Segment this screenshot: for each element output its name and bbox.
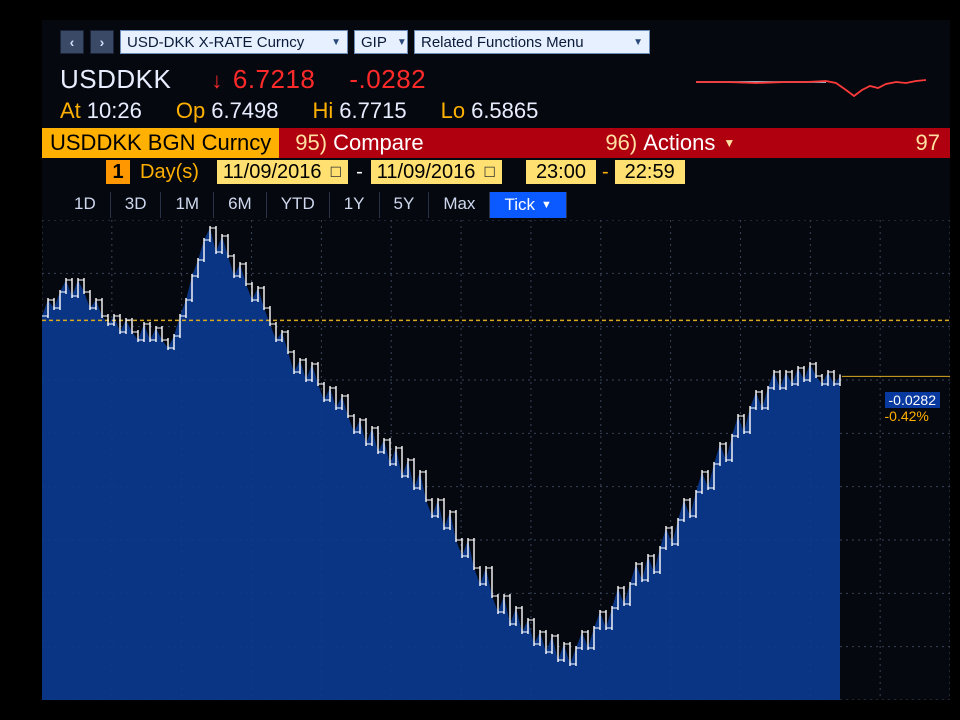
timeframe-1y[interactable]: 1Y xyxy=(330,192,380,218)
price-change: -.0282 xyxy=(349,64,426,95)
last-price: ↓ 6.7218 -.0282 xyxy=(211,64,426,95)
high-value: 6.7715 xyxy=(339,98,406,123)
time-separator: - xyxy=(602,161,609,184)
timeframe-tick[interactable]: Tick▼ xyxy=(490,192,566,218)
last-pct-value: -0.42% xyxy=(885,408,940,424)
ohlc-row: At10:26 Op6.7498 Hi6.7715 Lo6.5865 xyxy=(60,98,538,124)
calendar-icon: ☐ xyxy=(483,164,496,181)
low-label: Lo xyxy=(441,98,465,123)
mini-sparkline xyxy=(696,70,926,100)
related-functions-dropdown[interactable]: Related Functions Menu ▼ xyxy=(414,30,650,54)
low-value: 6.5865 xyxy=(471,98,538,123)
security-dropdown-label: USD-DKK X-RATE Curncy xyxy=(127,34,304,51)
compare-tab[interactable]: 95) Compare xyxy=(279,128,589,158)
actions-label: Actions xyxy=(643,130,715,156)
terminal-screen: ‹ › USD-DKK X-RATE Curncy ▼ GIP ▼ Relate… xyxy=(42,20,950,700)
time-from-input[interactable]: 23:00 xyxy=(526,160,596,184)
timeframe-ytd[interactable]: YTD xyxy=(267,192,330,218)
extra-hotkey: 97 xyxy=(916,130,940,156)
actions-hotkey: 96) xyxy=(605,130,637,156)
time-from-value: 23:00 xyxy=(536,161,586,184)
last-price-label: -0.0282 -0.42% xyxy=(885,392,940,424)
open-value: 6.7498 xyxy=(211,98,278,123)
quote-row: USDDKK ↓ 6.7218 -.0282 xyxy=(60,64,426,95)
nav-row: ‹ › USD-DKK X-RATE Curncy ▼ GIP ▼ Relate… xyxy=(60,28,650,56)
time-to-value: 22:59 xyxy=(625,161,675,184)
timeframe-3d[interactable]: 3D xyxy=(111,192,162,218)
function-tab-row: USDDKK BGN Curncy 95) Compare 96) Action… xyxy=(42,128,950,158)
chevron-down-icon: ▼ xyxy=(723,136,735,150)
range-separator: - xyxy=(356,161,363,184)
timeframe-tabs: 1D3D1M6MYTD1Y5YMaxTick▼ xyxy=(60,192,567,218)
last-change-value: -0.0282 xyxy=(885,392,940,408)
price-chart[interactable] xyxy=(42,220,950,700)
chevron-down-icon: ▼ xyxy=(633,37,643,48)
timeframe-1m[interactable]: 1M xyxy=(161,192,214,218)
function-dropdown-label: GIP xyxy=(361,34,387,51)
chevron-down-icon: ▼ xyxy=(331,37,341,48)
actions-tab[interactable]: 96) Actions ▼ xyxy=(589,128,899,158)
compare-label: Compare xyxy=(333,130,423,156)
time-to-input[interactable]: 22:59 xyxy=(615,160,685,184)
security-tab[interactable]: USDDKK BGN Curncy xyxy=(42,128,279,158)
timeframe-6m[interactable]: 6M xyxy=(214,192,267,218)
timeframe-max[interactable]: Max xyxy=(429,192,490,218)
range-units: Day(s) xyxy=(140,161,199,184)
date-from-value: 11/09/2016 xyxy=(223,161,322,184)
forward-button[interactable]: › xyxy=(90,30,114,54)
date-from-input[interactable]: 11/09/2016 ☐ xyxy=(217,160,348,184)
high-label: Hi xyxy=(313,98,334,123)
security-dropdown[interactable]: USD-DKK X-RATE Curncy ▼ xyxy=(120,30,348,54)
down-arrow-icon: ↓ xyxy=(211,68,223,94)
compare-hotkey: 95) xyxy=(295,130,327,156)
open-label: Op xyxy=(176,98,205,123)
calendar-icon: ☐ xyxy=(330,164,343,181)
related-functions-label: Related Functions Menu xyxy=(421,34,584,51)
security-tab-label: USDDKK BGN Curncy xyxy=(50,130,271,156)
extra-tab[interactable]: 97 xyxy=(900,128,950,158)
at-label: At xyxy=(60,98,81,123)
date-range-row: 1 Day(s) 11/09/2016 ☐ - 11/09/2016 ☐ 23:… xyxy=(42,158,950,186)
date-to-input[interactable]: 11/09/2016 ☐ xyxy=(371,160,502,184)
ticker-symbol: USDDKK xyxy=(60,64,171,95)
timeframe-5y[interactable]: 5Y xyxy=(380,192,430,218)
chevron-down-icon: ▼ xyxy=(541,199,552,211)
date-to-value: 11/09/2016 xyxy=(377,161,476,184)
range-count[interactable]: 1 xyxy=(106,160,130,184)
chevron-down-icon: ▼ xyxy=(397,37,407,48)
last-price-value: 6.7218 xyxy=(233,64,316,95)
at-value: 10:26 xyxy=(87,98,142,123)
back-button[interactable]: ‹ xyxy=(60,30,84,54)
function-dropdown[interactable]: GIP ▼ xyxy=(354,30,408,54)
timeframe-1d[interactable]: 1D xyxy=(60,192,111,218)
